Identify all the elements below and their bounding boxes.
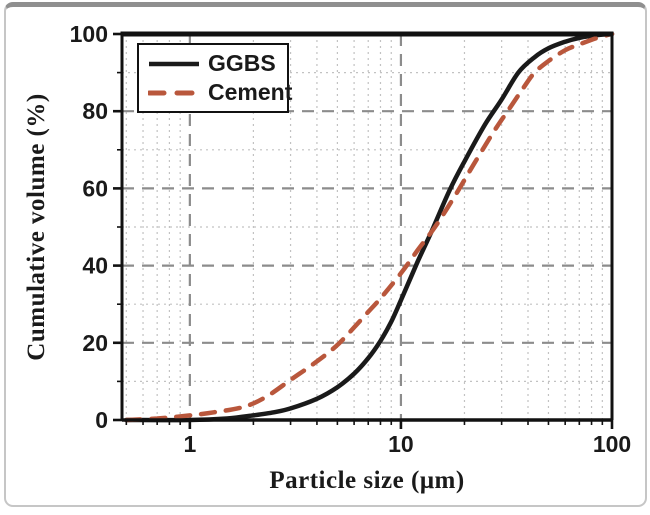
legend-label-ggbs: GGBS [208, 50, 276, 76]
cement-dash-sample-icon [148, 90, 200, 95]
y-axis-title: Cumulative volume (%) [23, 93, 50, 361]
y-tick-label: 0 [95, 407, 108, 433]
x-tick-label: 10 [388, 431, 414, 457]
legend-entry-ggbs: GGBS [148, 51, 279, 76]
series-ggbs [124, 31, 615, 423]
x-tick-label: 1 [183, 431, 196, 457]
x-axis-title: Particle size (μm) [269, 467, 465, 494]
y-tick-label: 40 [82, 253, 108, 279]
y-tick-label: 20 [82, 330, 108, 356]
x-tick-label: 100 [593, 431, 631, 457]
ggbs-line-sample-icon [149, 61, 199, 66]
series-cement [124, 31, 615, 423]
y-tick-label: 100 [70, 21, 108, 47]
legend: GGBS Cement [137, 43, 292, 113]
y-tick-label: 80 [82, 98, 108, 124]
y-tick-label: 60 [82, 175, 108, 201]
legend-entry-cement: Cement [148, 80, 292, 105]
legend-label-cement: Cement [208, 79, 293, 105]
